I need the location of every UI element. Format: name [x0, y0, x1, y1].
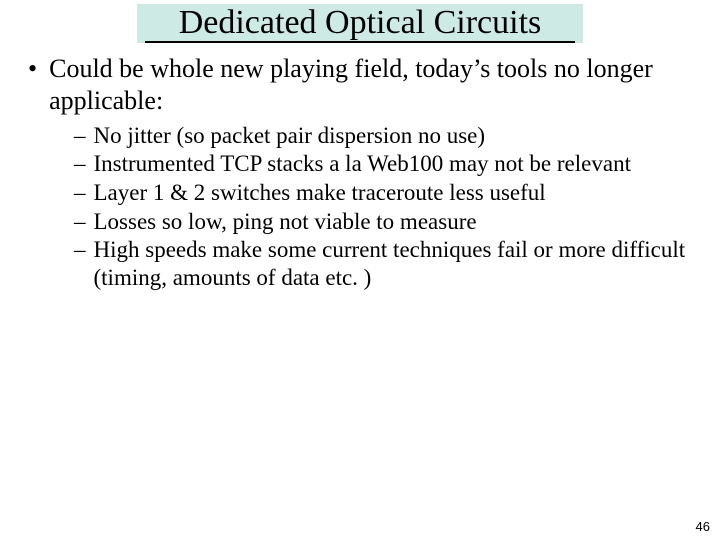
bullet-text: Could be whole new playing field, today’…: [49, 53, 692, 115]
bullet-marker: •: [28, 53, 37, 115]
dash-marker: –: [74, 236, 86, 291]
sub-bullet-text: High speeds make some current techniques…: [94, 236, 693, 291]
bullet-level2: – High speeds make some current techniqu…: [74, 236, 692, 291]
dash-marker: –: [74, 208, 86, 236]
bullet-level2: – No jitter (so packet pair dispersion n…: [74, 122, 692, 150]
dash-marker: –: [74, 150, 86, 178]
bullet-level2: – Instrumented TCP stacks a la Web100 ma…: [74, 150, 692, 178]
bullet-level2: – Losses so low, ping not viable to meas…: [74, 208, 692, 236]
title-bar: Dedicated Optical Circuits: [0, 0, 720, 43]
slide-title: Dedicated Optical Circuits: [145, 4, 576, 43]
sub-bullet-text: Instrumented TCP stacks a la Web100 may …: [94, 150, 693, 178]
page-number: 46: [696, 519, 710, 534]
sub-bullet-group: – No jitter (so packet pair dispersion n…: [28, 122, 692, 292]
sub-bullet-text: No jitter (so packet pair dispersion no …: [94, 122, 693, 150]
bullet-level2: – Layer 1 & 2 switches make traceroute l…: [74, 179, 692, 207]
dash-marker: –: [74, 122, 86, 150]
sub-bullet-text: Losses so low, ping not viable to measur…: [94, 208, 693, 236]
title-background: Dedicated Optical Circuits: [137, 4, 584, 43]
dash-marker: –: [74, 179, 86, 207]
bullet-level1: • Could be whole new playing field, toda…: [28, 53, 692, 115]
sub-bullet-text: Layer 1 & 2 switches make traceroute les…: [94, 179, 693, 207]
slide-content: • Could be whole new playing field, toda…: [0, 43, 720, 291]
